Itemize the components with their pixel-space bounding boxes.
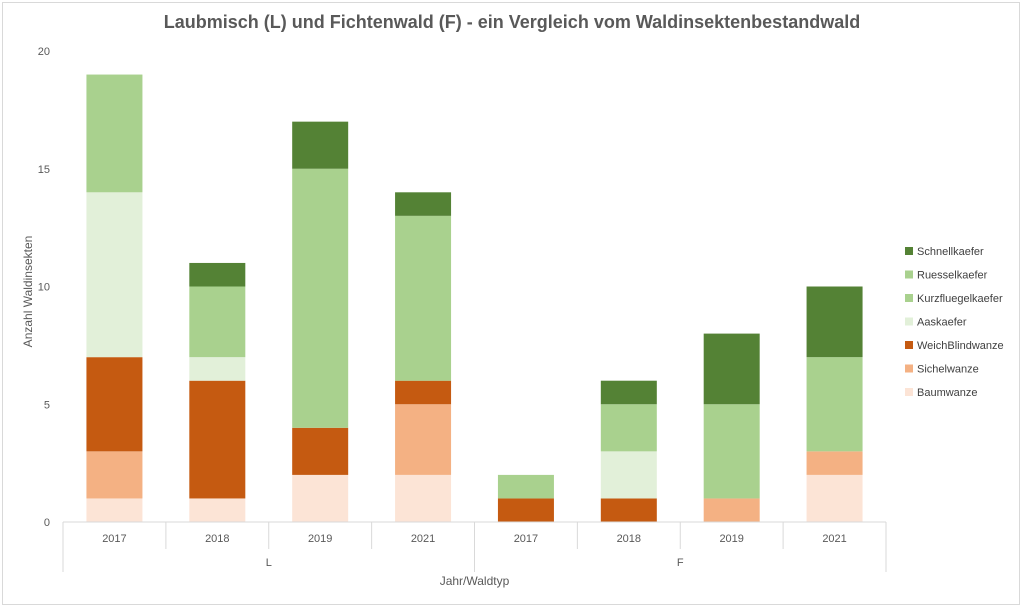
- legend-swatch: [905, 341, 913, 349]
- legend-label: WeichBlindwanze: [917, 340, 1004, 352]
- bar-segment-schnellkaefer: [189, 262, 246, 287]
- bar-segment-schnellkaefer: [292, 121, 349, 169]
- bar-segment-schnellkaefer: [600, 380, 657, 405]
- bar-segment-baumwanze: [189, 498, 246, 522]
- bar-segment-kurzfluegelkaefer: [806, 357, 863, 452]
- legend-swatch: [905, 270, 913, 279]
- bar-segment-sichelwanze: [703, 498, 760, 522]
- bar-segment-schnellkaefer: [703, 333, 760, 405]
- y-tick-label: 20: [38, 46, 50, 58]
- bar-segment-kurzfluegelkaefer: [292, 168, 349, 428]
- bar-segment-weichblindwanze: [600, 498, 657, 522]
- y-axis-title: Anzahl Waldinsekten: [21, 236, 35, 348]
- bar-segment-sichelwanze: [86, 451, 143, 499]
- legend-swatch: [905, 364, 913, 373]
- bar-segment-kurzfluegelkaefer: [189, 286, 246, 358]
- x-group-label: L: [266, 557, 272, 569]
- bar-segment-sichelwanze: [806, 451, 863, 475]
- y-tick-label: 0: [44, 517, 50, 529]
- bar-segment-baumwanze: [86, 498, 143, 522]
- y-tick-label: 5: [44, 399, 50, 411]
- bar-segment-kurzfluegelkaefer: [395, 215, 452, 381]
- x-tick-label: 2017: [514, 533, 538, 545]
- legend-label: Schnellkaefer: [917, 246, 984, 258]
- legend-label: Aaskaefer: [917, 317, 967, 329]
- y-tick-label: 15: [38, 164, 50, 176]
- legend-label: Ruesselkaefer: [917, 270, 988, 282]
- bar-segment-aaskaefer: [189, 357, 246, 381]
- bar-segment-baumwanze: [292, 474, 349, 522]
- x-tick-label: 2021: [411, 533, 435, 545]
- x-axis-title: Jahr/Waldtyp: [440, 574, 510, 588]
- bar-segment-aaskaefer: [600, 451, 657, 499]
- legend-label: Baumwanze: [917, 387, 978, 399]
- bar-segment-weichblindwanze: [292, 427, 349, 475]
- bar-segment-aaskaefer: [86, 192, 143, 358]
- bar-segment-weichblindwanze: [86, 357, 143, 452]
- x-tick-label: 2017: [102, 533, 126, 545]
- y-tick-label: 10: [38, 282, 50, 294]
- legend-label: Sichelwanze: [917, 364, 979, 376]
- x-tick-label: 2019: [308, 533, 332, 545]
- legend-swatch: [905, 388, 913, 396]
- x-tick-label: 2018: [617, 533, 641, 545]
- bar-segment-kurzfluegelkaefer: [497, 474, 554, 499]
- bar-segment-schnellkaefer: [395, 192, 452, 216]
- bar-segment-baumwanze: [395, 474, 452, 522]
- bar-segment-weichblindwanze: [189, 380, 246, 499]
- bar-segment-kurzfluegelkaefer: [86, 74, 143, 193]
- bar-segment-kurzfluegelkaefer: [703, 404, 760, 499]
- legend-swatch: [905, 247, 913, 255]
- bar-segment-kurzfluegelkaefer: [600, 404, 657, 452]
- chart-title: Laubmisch (L) und Fichtenwald (F) - ein …: [163, 12, 861, 32]
- bar-segment-sichelwanze: [395, 404, 452, 475]
- bar-segment-weichblindwanze: [497, 498, 554, 522]
- legend-swatch: [905, 294, 913, 302]
- x-tick-label: 2019: [719, 533, 743, 545]
- legend-label: Kurzfluegelkaefer: [917, 293, 1003, 305]
- legend-swatch: [905, 317, 913, 326]
- x-group-label: F: [677, 557, 684, 569]
- x-tick-label: 2021: [822, 533, 846, 545]
- bar-segment-schnellkaefer: [806, 286, 863, 358]
- bar-segment-baumwanze: [806, 474, 863, 522]
- bar-segment-weichblindwanze: [395, 380, 452, 405]
- x-tick-label: 2018: [205, 533, 229, 545]
